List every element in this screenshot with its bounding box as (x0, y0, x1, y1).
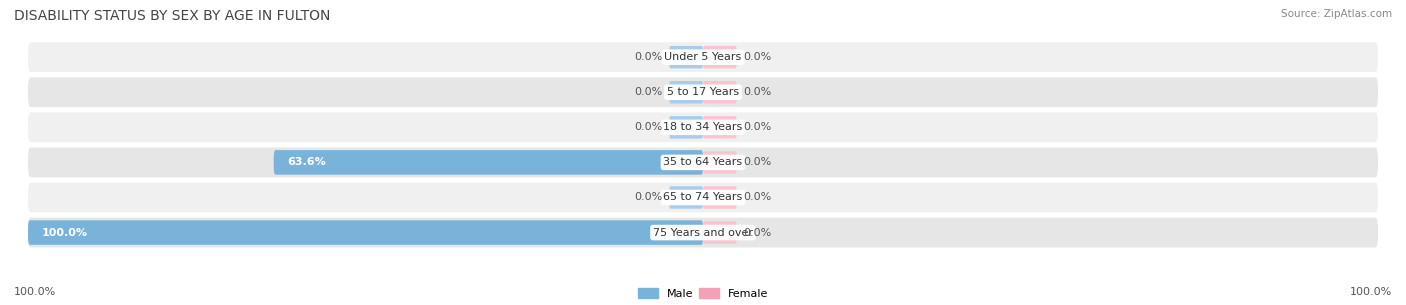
Text: 18 to 34 Years: 18 to 34 Years (664, 122, 742, 132)
Text: 65 to 74 Years: 65 to 74 Years (664, 192, 742, 203)
Text: 0.0%: 0.0% (634, 122, 662, 132)
FancyBboxPatch shape (703, 116, 737, 138)
FancyBboxPatch shape (669, 46, 703, 68)
Text: 100.0%: 100.0% (42, 228, 87, 238)
Text: 0.0%: 0.0% (744, 192, 772, 203)
Text: 35 to 64 Years: 35 to 64 Years (664, 157, 742, 167)
FancyBboxPatch shape (669, 116, 703, 138)
FancyBboxPatch shape (28, 77, 1378, 107)
FancyBboxPatch shape (703, 186, 737, 209)
FancyBboxPatch shape (28, 183, 1378, 212)
Text: 0.0%: 0.0% (744, 228, 772, 238)
Text: 100.0%: 100.0% (14, 287, 56, 297)
FancyBboxPatch shape (274, 150, 703, 175)
Text: 0.0%: 0.0% (744, 122, 772, 132)
Text: 0.0%: 0.0% (744, 87, 772, 97)
Text: 75 Years and over: 75 Years and over (652, 228, 754, 238)
Text: 0.0%: 0.0% (744, 52, 772, 62)
FancyBboxPatch shape (669, 186, 703, 209)
FancyBboxPatch shape (28, 42, 1378, 72)
FancyBboxPatch shape (28, 218, 1378, 247)
FancyBboxPatch shape (703, 81, 737, 103)
FancyBboxPatch shape (28, 113, 1378, 142)
Text: 0.0%: 0.0% (634, 52, 662, 62)
Text: 5 to 17 Years: 5 to 17 Years (666, 87, 740, 97)
FancyBboxPatch shape (703, 151, 737, 174)
Text: DISABILITY STATUS BY SEX BY AGE IN FULTON: DISABILITY STATUS BY SEX BY AGE IN FULTO… (14, 9, 330, 23)
Text: 0.0%: 0.0% (634, 87, 662, 97)
Text: Under 5 Years: Under 5 Years (665, 52, 741, 62)
Text: 100.0%: 100.0% (1350, 287, 1392, 297)
FancyBboxPatch shape (28, 148, 1378, 177)
Text: 0.0%: 0.0% (744, 157, 772, 167)
Text: Source: ZipAtlas.com: Source: ZipAtlas.com (1281, 9, 1392, 19)
FancyBboxPatch shape (28, 220, 703, 245)
Legend: Male, Female: Male, Female (634, 284, 772, 303)
FancyBboxPatch shape (703, 46, 737, 68)
FancyBboxPatch shape (669, 81, 703, 103)
FancyBboxPatch shape (703, 221, 737, 244)
Text: 63.6%: 63.6% (287, 157, 326, 167)
Text: 0.0%: 0.0% (634, 192, 662, 203)
